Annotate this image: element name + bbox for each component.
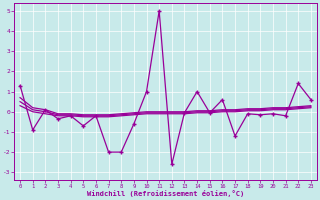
X-axis label: Windchill (Refroidissement éolien,°C): Windchill (Refroidissement éolien,°C) [87,190,244,197]
